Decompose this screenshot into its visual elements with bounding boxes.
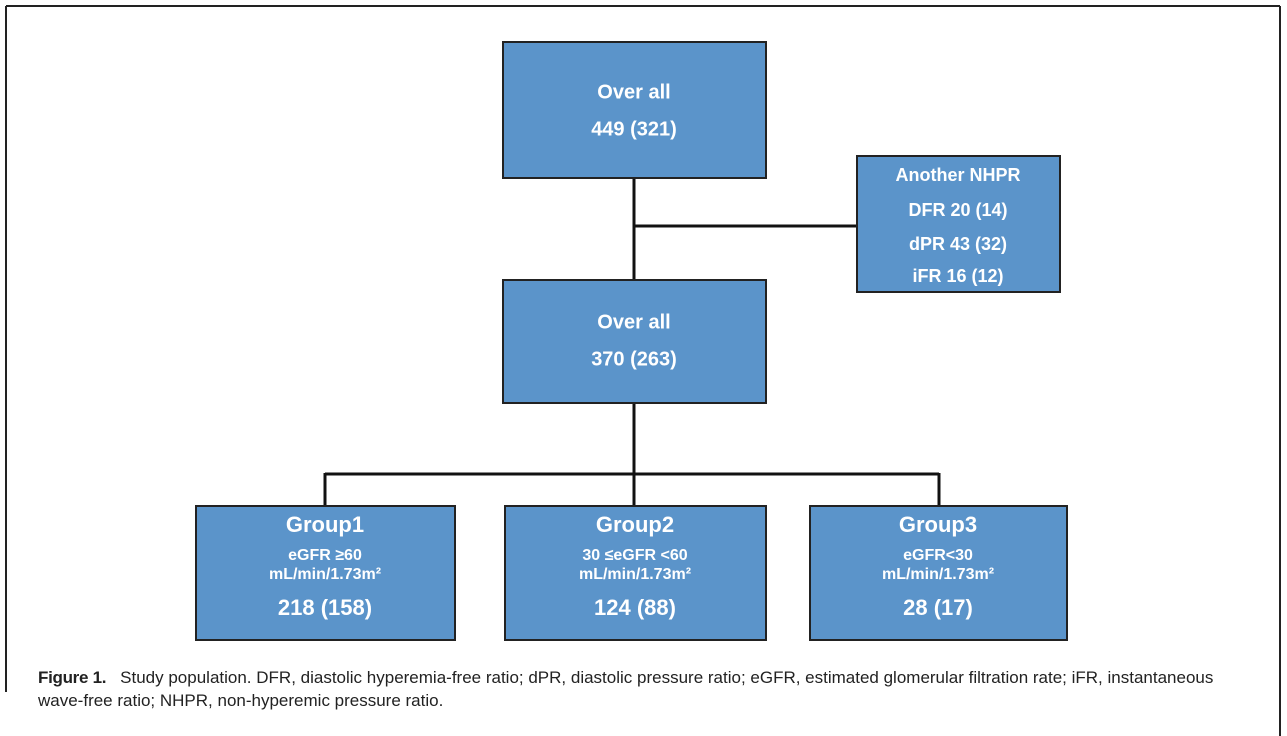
caption-label: Figure 1.	[38, 668, 107, 687]
caption: Figure 1. Study population. DFR, diastoli…	[38, 666, 1258, 712]
node-line: DFR 20 (14)	[908, 200, 1007, 220]
node-title: Group3	[899, 512, 977, 537]
node-line: eGFR<30	[903, 547, 973, 564]
node-title: Group1	[286, 512, 364, 537]
node-line: iFR 16 (12)	[912, 266, 1003, 286]
node-line: dPR 43 (32)	[909, 234, 1007, 254]
node-count: 370 (263)	[591, 348, 677, 370]
node-title: Over all	[597, 311, 670, 333]
node-title: Another NHPR	[896, 165, 1021, 185]
node-box	[809, 505, 1068, 641]
caption-text: Study population. DFR, diastolic hyperem…	[38, 668, 1214, 710]
node-box	[195, 505, 456, 641]
node-title: Group2	[596, 512, 674, 537]
node-line: mL/min/1.73m²	[882, 566, 994, 583]
node-box	[502, 279, 767, 404]
node-box	[502, 41, 767, 179]
node-count: 218 (158)	[278, 595, 372, 620]
node-count: 449 (321)	[591, 118, 677, 140]
node-line: 30 ≤eGFR <60	[582, 547, 687, 564]
node-box	[504, 505, 767, 641]
node-line: eGFR ≥60	[288, 547, 362, 564]
node-box	[856, 155, 1061, 293]
node-line: mL/min/1.73m²	[579, 566, 691, 583]
node-title: Over all	[597, 81, 670, 103]
node-count: 124 (88)	[594, 595, 676, 620]
node-line: mL/min/1.73m²	[269, 566, 381, 583]
node-count: 28 (17)	[903, 595, 973, 620]
